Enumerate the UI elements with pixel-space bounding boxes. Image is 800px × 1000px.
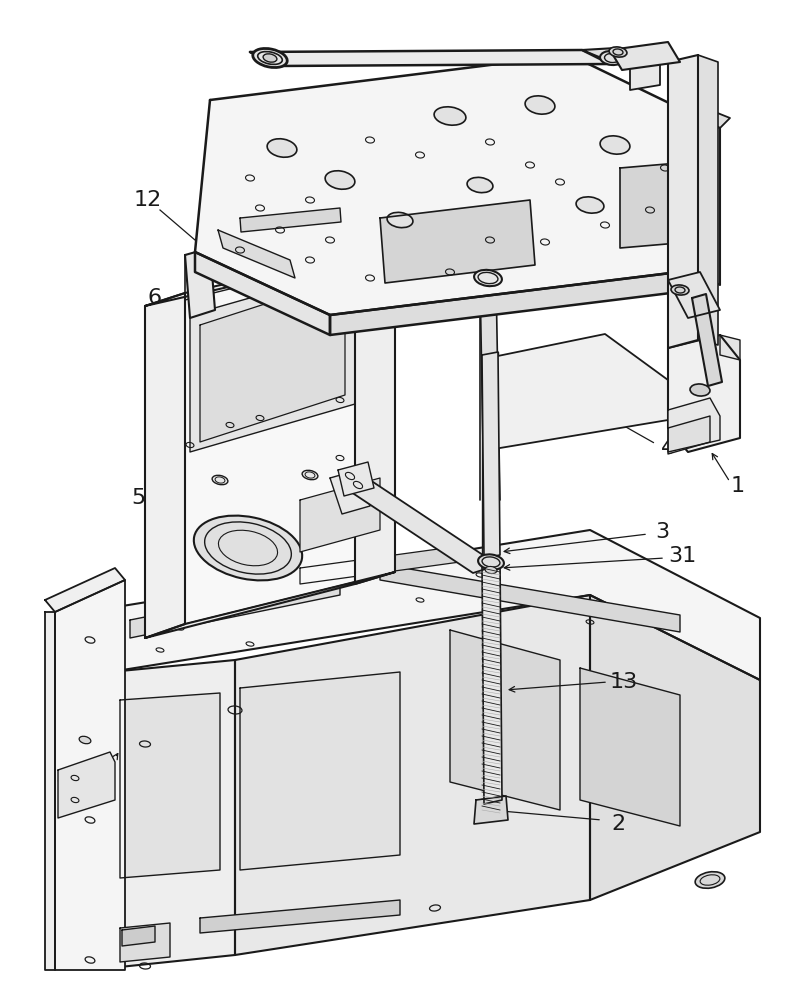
Polygon shape	[480, 278, 500, 500]
Polygon shape	[190, 268, 355, 452]
Polygon shape	[330, 270, 695, 335]
Polygon shape	[218, 230, 295, 278]
Polygon shape	[330, 470, 370, 514]
Text: 12: 12	[134, 190, 162, 210]
Polygon shape	[300, 478, 380, 552]
Polygon shape	[240, 672, 400, 870]
Polygon shape	[488, 334, 668, 450]
Ellipse shape	[600, 136, 630, 154]
Polygon shape	[620, 162, 690, 248]
Polygon shape	[590, 595, 760, 900]
Polygon shape	[380, 200, 535, 283]
Ellipse shape	[253, 48, 287, 68]
Polygon shape	[482, 352, 500, 558]
Polygon shape	[195, 55, 700, 315]
Ellipse shape	[690, 384, 710, 396]
Ellipse shape	[485, 566, 497, 574]
Polygon shape	[120, 693, 220, 878]
Polygon shape	[110, 530, 760, 680]
Ellipse shape	[267, 139, 297, 157]
Ellipse shape	[212, 475, 228, 485]
Text: 4: 4	[661, 438, 675, 458]
Polygon shape	[195, 252, 330, 335]
Ellipse shape	[434, 107, 466, 125]
Polygon shape	[120, 923, 170, 962]
Ellipse shape	[467, 177, 493, 193]
Polygon shape	[185, 258, 395, 624]
Polygon shape	[200, 900, 400, 933]
Polygon shape	[345, 480, 498, 573]
Ellipse shape	[194, 516, 302, 580]
Polygon shape	[122, 926, 155, 946]
Polygon shape	[692, 294, 722, 386]
Ellipse shape	[695, 872, 725, 888]
Text: 3: 3	[655, 522, 669, 542]
Polygon shape	[45, 568, 125, 612]
Polygon shape	[110, 660, 235, 968]
Polygon shape	[474, 796, 508, 824]
Polygon shape	[582, 48, 616, 64]
Text: 5: 5	[131, 488, 145, 508]
Ellipse shape	[387, 212, 413, 228]
Ellipse shape	[478, 554, 504, 570]
Polygon shape	[235, 595, 590, 955]
Ellipse shape	[671, 285, 689, 295]
Ellipse shape	[609, 47, 627, 57]
Text: 31: 31	[668, 546, 696, 566]
Polygon shape	[338, 462, 374, 496]
Text: 1: 1	[731, 476, 745, 496]
Polygon shape	[55, 580, 125, 970]
Polygon shape	[720, 335, 740, 360]
Polygon shape	[630, 55, 660, 90]
Ellipse shape	[600, 51, 624, 65]
Polygon shape	[45, 612, 55, 970]
Ellipse shape	[79, 736, 91, 744]
Polygon shape	[355, 246, 395, 584]
Text: 7: 7	[55, 780, 69, 800]
Polygon shape	[300, 546, 460, 584]
Polygon shape	[695, 118, 720, 285]
Polygon shape	[145, 572, 395, 638]
Polygon shape	[185, 248, 215, 318]
Ellipse shape	[302, 470, 318, 480]
Polygon shape	[450, 630, 560, 810]
Polygon shape	[668, 272, 720, 318]
Text: 6: 6	[148, 288, 162, 308]
Ellipse shape	[325, 171, 355, 189]
Ellipse shape	[576, 197, 604, 213]
Ellipse shape	[474, 270, 502, 286]
Polygon shape	[145, 246, 395, 306]
Polygon shape	[580, 668, 680, 826]
Polygon shape	[200, 278, 345, 442]
Ellipse shape	[263, 54, 277, 62]
Polygon shape	[698, 55, 718, 345]
Polygon shape	[668, 398, 720, 452]
Text: 2: 2	[611, 814, 625, 834]
Polygon shape	[380, 564, 680, 632]
Text: 13: 13	[610, 672, 638, 692]
Polygon shape	[58, 752, 115, 818]
Polygon shape	[668, 416, 710, 454]
Polygon shape	[695, 108, 730, 128]
Polygon shape	[130, 578, 340, 638]
Polygon shape	[250, 50, 610, 66]
Polygon shape	[482, 558, 502, 804]
Polygon shape	[610, 42, 680, 70]
Ellipse shape	[525, 96, 555, 114]
Polygon shape	[145, 293, 185, 638]
Polygon shape	[668, 55, 698, 348]
Polygon shape	[668, 335, 740, 452]
Polygon shape	[240, 208, 341, 232]
